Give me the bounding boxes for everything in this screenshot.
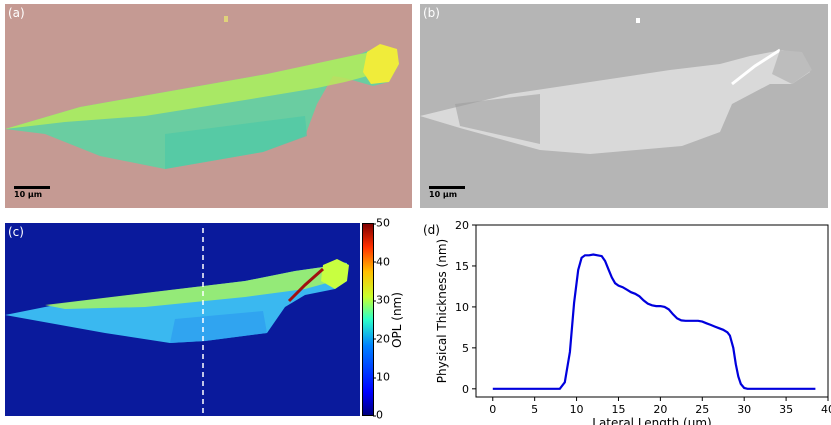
- x-tick-label: 25: [695, 403, 709, 416]
- panel-b-letter: (b): [423, 6, 440, 20]
- scalebar-line: [14, 186, 50, 189]
- colorbar-tick: 40: [373, 255, 390, 269]
- x-tick-label: 0: [489, 403, 496, 416]
- x-tick-label: 40: [821, 403, 831, 416]
- panel-d-letter: (d): [423, 223, 440, 237]
- panel-c-letter: (c): [8, 225, 24, 239]
- y-tick-label: 10: [455, 301, 469, 314]
- colorbar-tick: 20: [373, 332, 390, 346]
- panel-a-optical-image: (a) 10 μm: [5, 4, 412, 208]
- thickness-profile-chart: 0 5 10 15 20 25 30 35 40 0 5 10 15 20 Lateral Length …: [435, 219, 831, 425]
- scalebar-line: [429, 186, 465, 189]
- panel-b-sem-image: (b) 10 μm: [420, 4, 828, 208]
- colorbar-label: OPL (nm): [390, 292, 404, 348]
- colorbar-tick: 10: [373, 370, 390, 384]
- panel-c-opl-map: (c): [5, 223, 360, 416]
- colorbar-tick: 50: [373, 216, 390, 230]
- y-tick-label: 5: [462, 342, 469, 355]
- x-axis-label: Lateral Length (μm): [592, 416, 711, 425]
- series-line: [492, 253, 816, 390]
- x-tick-label: 15: [611, 403, 625, 416]
- colorbar-tick: 0: [373, 408, 383, 422]
- opl-map-image: [5, 228, 349, 413]
- y-tick-label: 15: [455, 260, 469, 273]
- x-tick-label: 35: [779, 403, 793, 416]
- flake-sem-image: [420, 18, 812, 154]
- x-tick-label: 10: [570, 403, 584, 416]
- y-tick-label: 20: [455, 219, 469, 232]
- panel-a-scalebar: 10 μm: [14, 186, 50, 199]
- y-tick-label: 0: [462, 383, 469, 396]
- scalebar-label: 10 μm: [429, 190, 458, 199]
- panel-a-letter: (a): [8, 6, 25, 20]
- flake-optical-image: [5, 16, 399, 169]
- scalebar-label: 10 μm: [14, 190, 43, 199]
- x-tick-label: 20: [653, 403, 667, 416]
- x-tick-label: 5: [531, 403, 538, 416]
- x-tick-label: 30: [737, 403, 751, 416]
- plot-frame: [475, 224, 829, 398]
- panel-b-scalebar: 10 μm: [429, 186, 465, 199]
- y-axis-label: Physical Thickness (nm): [435, 239, 449, 383]
- colorbar: [362, 223, 374, 416]
- colorbar-tick: 30: [373, 293, 390, 307]
